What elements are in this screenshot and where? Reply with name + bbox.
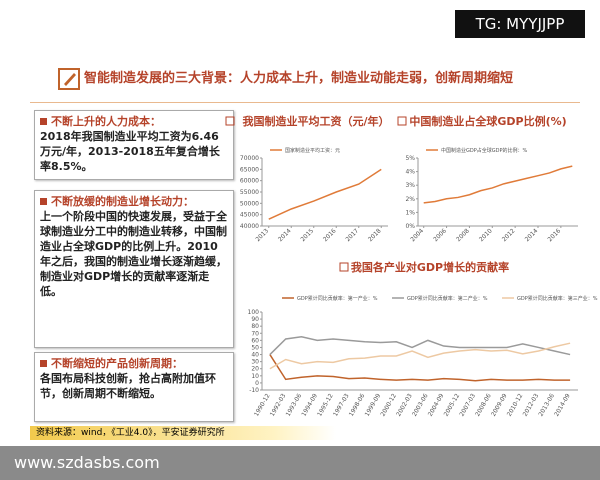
chart-title: 我国各产业对GDP增长的贡献率 (351, 260, 509, 274)
source-note: 资料来源：wind，《工业4.0》，平安证券研究所 (30, 426, 336, 440)
data-line (269, 354, 571, 382)
chart-title: 中国制造业占全球GDP比例(%) (409, 114, 566, 128)
y-tick-label: 45000 (240, 212, 259, 219)
pencil-icon (58, 68, 80, 90)
y-tick-label: 65000 (240, 166, 259, 173)
y-tick-label: 60000 (240, 178, 259, 185)
y-tick-label: 2% (405, 196, 415, 203)
y-tick-label: 50 (251, 344, 259, 351)
y-tick-label: 60 (251, 337, 259, 344)
y-tick-label: 70000 (240, 155, 259, 162)
y-tick-label: -10 (249, 387, 259, 394)
point-body: 2018年我国制造业平均工资为6.46万元/年，2013-2018五年复合增长率… (40, 130, 220, 173)
point-body: 各国布局科技创新，抢占高附加值环节，创新周期不断缩短。 (40, 372, 216, 400)
point-heading: 不断放缓的制造业增长动力： (40, 195, 194, 208)
x-tick-label: 2010 (478, 227, 494, 243)
point-heading: 不断缩短的产品创新周期： (40, 357, 183, 370)
x-tick-label: 2014 (277, 227, 293, 243)
y-tick-label: 30 (251, 359, 259, 366)
x-tick-label: 2014-09 (553, 392, 572, 417)
data-line (423, 165, 573, 204)
title-marker (225, 116, 235, 126)
point-box: 不断放缓的制造业增长动力： 上一个阶段中国的快速发展，受益于全球制造业分工中的制造… (34, 190, 234, 348)
y-tick-label: 20 (251, 366, 259, 373)
x-tick-label: 2006 (432, 227, 448, 243)
x-tick-label: 2014 (524, 227, 540, 243)
x-tick-label: 2008 (455, 227, 471, 243)
title-rule (30, 102, 580, 103)
point-box: 不断上升的人力成本： 2018年我国制造业平均工资为6.46万元/年，2013-2… (34, 110, 234, 180)
y-tick-label: 1% (405, 209, 415, 216)
charts: 我国制造业平均工资（元/年）2013 2014 2015 2016 2017 201840… (225, 114, 598, 418)
title-marker (397, 116, 407, 126)
x-tick-label: 2016 (547, 227, 563, 243)
data-line (268, 168, 382, 220)
title-marker (339, 262, 349, 272)
legend-label: GDP累计同比贡献率：第二产业：% (407, 295, 488, 302)
point-body: 上一个阶段中国的快速发展，受益于全球制造业分工中的制造业转移，中国制造业占全球G… (40, 210, 227, 298)
slide-title: 智能制造发展的三大背景：人力成本上升，制造业动能走弱，创新周期缩短 (84, 71, 514, 86)
y-tick-label: 40 (251, 352, 259, 359)
watermark-bottom: www.szdasbs.com (0, 446, 600, 480)
legend-label: 中国制造业GDP占全球GDP的比例：% (441, 147, 527, 154)
x-tick-label: 2018 (367, 227, 383, 243)
y-tick-label: 0% (405, 223, 415, 230)
x-tick-label: 2015 (299, 227, 315, 243)
y-tick-label: 4% (405, 169, 415, 176)
data-line (269, 342, 571, 370)
y-tick-label: 55000 (240, 189, 259, 196)
x-tick-label: 2012 (501, 227, 517, 243)
watermark-top: TG: MYYJJPP (455, 10, 585, 38)
y-tick-label: 80 (251, 323, 259, 330)
legend-label: GDP累计同比贡献率：第三产业：% (517, 295, 598, 302)
x-tick-label: 2016 (322, 227, 338, 243)
point-box: 不断缩短的产品创新周期： 各国布局科技创新，抢占高附加值环节，创新周期不断缩短。 (34, 352, 234, 422)
data-line (269, 336, 571, 356)
y-tick-label: 70 (251, 330, 259, 337)
y-tick-label: 0 (255, 380, 259, 387)
legend-label: GDP累计同比贡献率：第一产业：% (297, 295, 378, 302)
y-tick-label: 5% (405, 155, 415, 162)
y-tick-label: 100 (248, 309, 260, 316)
point-heading: 不断上升的人力成本： (40, 115, 161, 128)
y-tick-label: 50000 (240, 200, 259, 207)
x-tick-label: 2017 (344, 227, 360, 243)
y-tick-label: 90 (251, 316, 259, 323)
legend-label: 国家制造业平均工资：元 (285, 147, 340, 154)
chart-title: 我国制造业平均工资（元/年） (242, 114, 389, 128)
y-tick-label: 3% (405, 182, 415, 189)
y-tick-label: 40000 (240, 223, 259, 230)
y-tick-label: 10 (251, 373, 259, 380)
